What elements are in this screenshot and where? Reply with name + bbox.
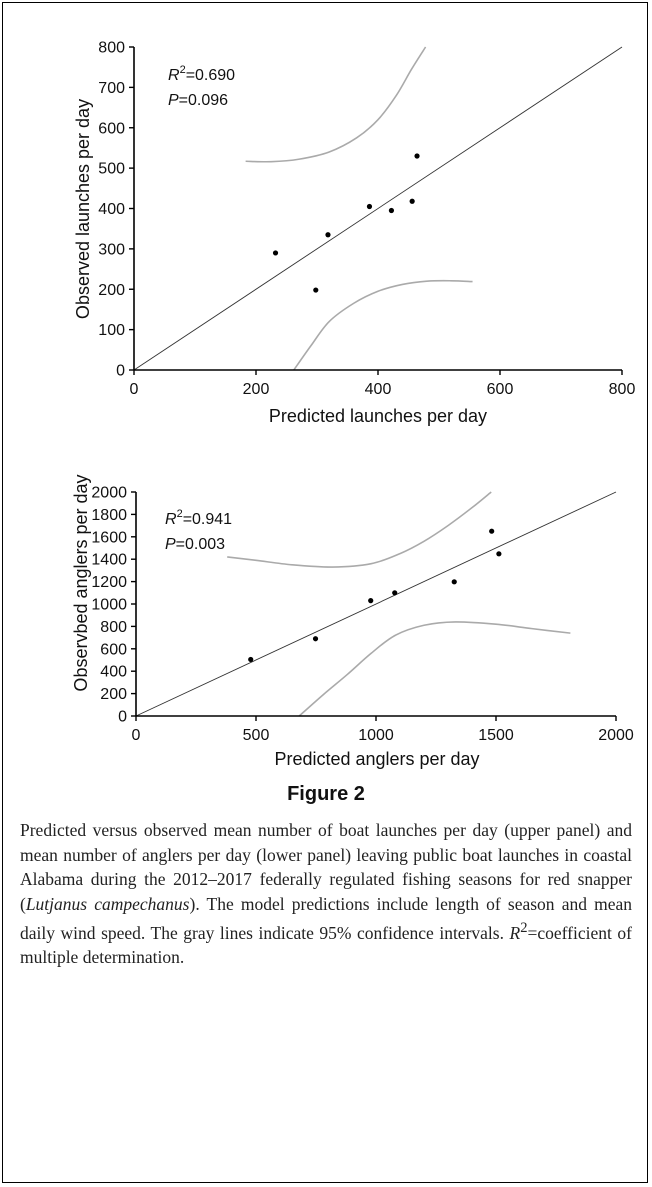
upper-data-point bbox=[409, 198, 415, 204]
lower-x-tick-label: 500 bbox=[243, 727, 270, 744]
lower-y-tick-label: 2000 bbox=[91, 485, 127, 502]
lower-identity-line bbox=[135, 491, 617, 717]
lower-data-point bbox=[368, 598, 374, 604]
lower-y-tick-label: 600 bbox=[100, 641, 127, 658]
lower-y-tick-label: 1200 bbox=[91, 574, 127, 591]
lower-ci-upper-bound bbox=[227, 491, 492, 568]
upper-y-tick-label: 700 bbox=[98, 80, 125, 97]
lower-p-stat: P=0.003 bbox=[165, 536, 225, 553]
upper-x-tick-label: 800 bbox=[609, 381, 636, 398]
lower-y-tick-label: 0 bbox=[118, 709, 127, 726]
lower-y-tick-label: 1600 bbox=[91, 529, 127, 546]
upper-data-point bbox=[414, 153, 420, 159]
upper-x-axis-label: Predicted launches per day bbox=[269, 406, 487, 426]
lower-x-tick-label: 0 bbox=[132, 727, 141, 744]
caption-text-2: ). The model predictions include length … bbox=[20, 893, 632, 943]
upper-identity-line bbox=[133, 46, 623, 371]
upper-y-tick-label: 200 bbox=[98, 282, 125, 299]
upper-y-tick-label: 600 bbox=[98, 120, 125, 137]
upper-x-ticks: 0 200 400 600 800 bbox=[130, 370, 636, 398]
caption-text-3: =coefficient of multiple determination. bbox=[20, 922, 632, 968]
upper-r2-stat: R2=0.690 bbox=[168, 64, 235, 84]
lower-data-point bbox=[312, 636, 319, 642]
caption-r2-symbol: R bbox=[509, 922, 521, 943]
caption-text-1: Predicted versus observed mean number of… bbox=[20, 820, 632, 914]
lower-y-tick-label: 800 bbox=[100, 619, 127, 636]
lower-data-point bbox=[392, 590, 398, 596]
upper-y-tick-label: 800 bbox=[98, 40, 125, 57]
upper-x-tick-label: 600 bbox=[487, 381, 514, 398]
upper-y-tick-label: 500 bbox=[98, 161, 125, 178]
lower-data-point bbox=[248, 656, 254, 663]
upper-y-tick-label: 0 bbox=[116, 363, 125, 380]
lower-y-tick-label: 1800 bbox=[91, 507, 127, 524]
upper-data-point bbox=[313, 287, 319, 293]
upper-data-points bbox=[272, 153, 420, 293]
lower-y-axis-label: Observbed anglers per day bbox=[71, 474, 91, 691]
upper-y-tick-label: 300 bbox=[98, 241, 125, 258]
lower-y-tick-label: 1000 bbox=[91, 597, 127, 614]
lower-r2-stat: R2=0.941 bbox=[165, 508, 232, 528]
upper-x-tick-label: 400 bbox=[365, 381, 392, 398]
lower-y-tick-label: 1400 bbox=[91, 552, 127, 569]
lower-data-point bbox=[489, 528, 495, 534]
lower-x-tick-label: 1000 bbox=[358, 727, 394, 744]
upper-y-tick-label: 100 bbox=[98, 322, 125, 339]
upper-confidence-bands bbox=[245, 46, 473, 371]
upper-data-point bbox=[366, 203, 373, 210]
lower-x-tick-label: 1500 bbox=[478, 727, 514, 744]
lower-panel: 0 500 1000 1500 2000 0 200 400 600 800 1000 1200 14… bbox=[71, 474, 634, 769]
figure-plots: 0 200 400 600 800 0100200300400500600700800 … bbox=[71, 40, 636, 770]
upper-y-tick-label: 400 bbox=[98, 201, 125, 218]
lower-x-axis-label: Predicted anglers per day bbox=[274, 749, 479, 769]
upper-y-ticks: 0 100 200 300 400 500 600 700 800 bbox=[98, 40, 134, 380]
lower-x-tick-label: 2000 bbox=[598, 727, 634, 744]
lower-y-ticks: 0 200 400 600 800 1000 1200 1400 1600 1800 2000 bbox=[91, 485, 136, 726]
upper-x-tick-label: 0 bbox=[130, 381, 139, 398]
lower-data-points bbox=[248, 528, 502, 663]
lower-y-tick-label: 200 bbox=[100, 686, 127, 703]
lower-ci-lower-bound bbox=[298, 621, 571, 717]
figure-caption: Predicted versus observed mean number of… bbox=[20, 818, 632, 970]
caption-species: Lutjanus campechanus bbox=[25, 893, 190, 914]
lower-data-point bbox=[451, 579, 457, 585]
upper-p-stat: P=0.096 bbox=[168, 92, 228, 109]
figure-title: Figure 2 bbox=[287, 783, 365, 805]
upper-data-point bbox=[388, 207, 395, 214]
upper-ci-lower-bound bbox=[293, 279, 473, 371]
upper-y-axis-label: Observed launches per day bbox=[73, 99, 93, 319]
upper-data-point bbox=[325, 232, 331, 238]
lower-data-point bbox=[496, 551, 502, 557]
lower-confidence-bands bbox=[227, 491, 571, 717]
caption-r2-sup: 2 bbox=[520, 920, 528, 936]
upper-panel: 0 200 400 600 800 0100200300400500600700800 … bbox=[73, 40, 636, 427]
upper-data-point bbox=[272, 250, 279, 256]
lower-y-tick-label: 400 bbox=[100, 664, 127, 681]
upper-ci-upper-bound bbox=[245, 46, 427, 163]
lower-x-ticks: 0 500 1000 1500 2000 bbox=[132, 716, 634, 744]
upper-x-tick-label: 200 bbox=[243, 381, 270, 398]
